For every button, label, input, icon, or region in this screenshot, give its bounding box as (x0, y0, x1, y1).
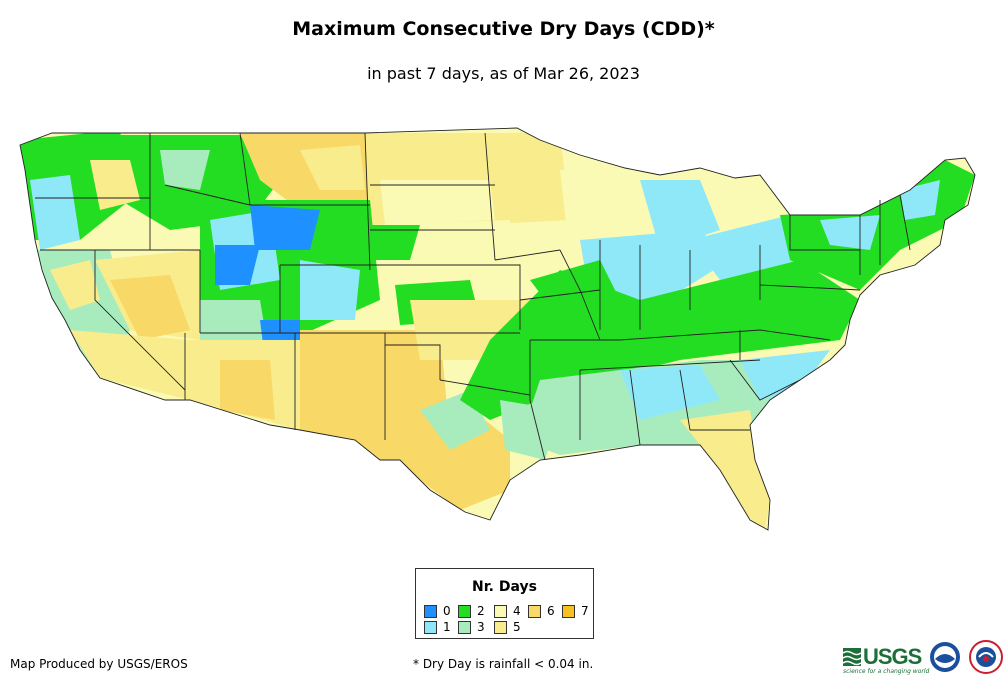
legend-swatch (458, 620, 471, 634)
legend-item-1: 1 (424, 620, 451, 634)
legend-label: 5 (513, 620, 521, 634)
legend-item-5: 5 (494, 620, 521, 634)
legend-swatch (494, 604, 507, 618)
legend-item-7: 7 (562, 604, 589, 618)
legend-label: 0 (443, 604, 451, 618)
legend-item-3: 3 (458, 620, 485, 634)
legend-swatch (424, 604, 437, 618)
legend-title: Nr. Days (472, 579, 537, 595)
usgs-text: USGS (863, 644, 922, 669)
map-title: Maximum Consecutive Dry Days (CDD)* (292, 18, 715, 40)
legend-item-2: 2 (458, 604, 485, 618)
legend: Nr. Days 0 1 2 3 4 5 6 7 (415, 568, 594, 639)
noaa-logo-icon (930, 642, 961, 672)
usgs-tagline: science for a changing world (843, 668, 930, 675)
legend-label: 2 (477, 604, 485, 618)
legend-label: 1 (443, 620, 451, 634)
legend-swatch (458, 604, 471, 618)
dry-day-footnote: * Dry Day is rainfall < 0.04 in. (413, 657, 594, 671)
agency-logos: USGS science for a changing world (843, 640, 1004, 675)
precip-field (20, 128, 975, 530)
usgs-logo: USGS science for a changing world (843, 644, 929, 675)
producer-credit: Map Produced by USGS/EROS (10, 657, 188, 671)
map-subtitle: in past 7 days, as of Mar 26, 2023 (367, 64, 640, 83)
legend-swatch (528, 604, 541, 618)
legend-swatch (424, 620, 437, 634)
legend-item-0: 0 (424, 604, 451, 618)
legend-item-4: 4 (494, 604, 521, 618)
nws-logo-icon (969, 640, 1004, 674)
legend-label: 7 (581, 604, 589, 618)
state-boundaries (19, 127, 976, 531)
legend-swatch (562, 604, 575, 618)
legend-swatch (494, 620, 507, 634)
legend-label: 6 (547, 604, 555, 618)
usgs-wave-icon (843, 648, 861, 666)
legend-label: 4 (513, 604, 521, 618)
legend-label: 3 (477, 620, 485, 634)
legend-item-6: 6 (528, 604, 555, 618)
